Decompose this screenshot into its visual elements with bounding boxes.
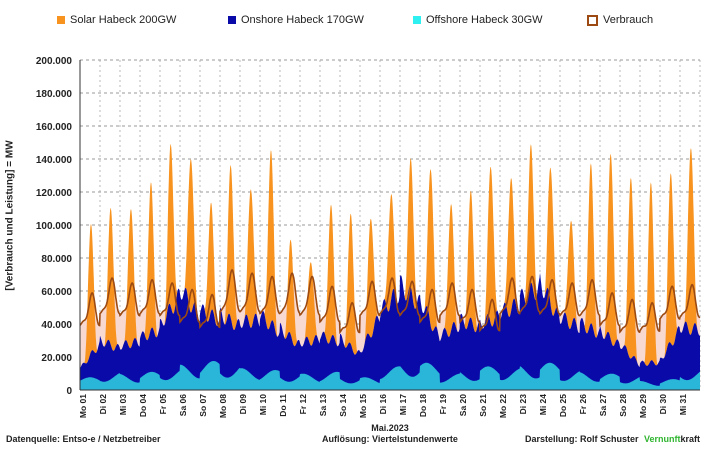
legend-item-onshore: Onshore Habeck 170GW	[228, 14, 364, 26]
series-offshore-area	[80, 361, 700, 390]
y-tick-label: 200.000	[36, 56, 73, 67]
x-tick-label: Do 25	[558, 394, 568, 417]
x-tick-label: Fr 26	[578, 394, 588, 415]
y-tick-label: 20.000	[41, 353, 72, 364]
x-axis-label: Mai.2023	[371, 423, 409, 433]
series-onshore-area	[80, 272, 700, 390]
legend-swatch-verbrauch	[587, 14, 598, 26]
legend-label-solar: Solar Habeck 200GW	[70, 14, 177, 26]
x-tick-label: So 28	[618, 394, 628, 417]
x-tick-label: Mi 17	[398, 394, 408, 416]
footer-source: Datenquelle: Entso-e / Netzbetreiber	[6, 434, 161, 444]
x-tick-label: Di 09	[238, 394, 248, 415]
y-tick-label: 80.000	[41, 254, 72, 265]
x-tick-label: Mo 08	[218, 394, 228, 418]
legend-label-offshore: Offshore Habeck 30GW	[426, 14, 543, 26]
series-verbrauch-line	[79, 268, 701, 335]
x-tick-label: Mo 22	[498, 394, 508, 418]
x-tick-label: So 07	[198, 394, 208, 417]
x-tick-label: Di 16	[378, 394, 388, 415]
y-tick-label: 120.000	[36, 188, 73, 199]
x-tick-label: Mo 01	[78, 394, 88, 418]
legend-item-solar: Solar Habeck 200GW	[57, 14, 176, 26]
y-tick-label: 60.000	[41, 287, 72, 298]
legend-swatch-solar	[57, 16, 65, 24]
footer-resolution: Auflösung: Viertelstundenwerte	[322, 434, 458, 444]
x-tick-label: Di 30	[658, 394, 668, 415]
x-tick-label: Di 02	[98, 394, 108, 415]
x-tick-label: Mi 10	[258, 394, 268, 416]
legend-label-verbrauch: Verbrauch	[603, 14, 654, 26]
x-tick-label: Mi 31	[678, 394, 688, 416]
x-tick-label: Sa 20	[458, 394, 468, 416]
x-tick-label: Mi 24	[538, 394, 548, 416]
footer-brand-rest: kraft	[680, 434, 701, 444]
x-tick-label: Fr 19	[438, 394, 448, 415]
x-tick-label: Do 11	[278, 394, 288, 417]
x-tick-label: Fr 05	[158, 394, 168, 415]
x-tick-label: Mo 15	[358, 394, 368, 418]
series-solar-area	[80, 144, 700, 370]
x-tick-label: So 14	[338, 394, 348, 417]
y-tick-label: 160.000	[36, 122, 73, 133]
y-tick-label: 100.000	[36, 221, 73, 232]
footer-author: Darstellung: Rolf Schuster	[525, 434, 639, 444]
x-tick-label: Fr 12	[298, 394, 308, 415]
y-tick-label: 140.000	[36, 155, 73, 166]
x-tick-label: So 21	[478, 394, 488, 417]
legend-label-onshore: Onshore Habeck 170GW	[241, 14, 364, 26]
legend-item-offshore: Offshore Habeck 30GW	[413, 14, 543, 26]
x-tick-label: Sa 27	[598, 394, 608, 416]
x-tick-label: Sa 06	[178, 394, 188, 416]
x-tick-label: Mi 03	[118, 394, 128, 416]
x-tick-label: Do 04	[138, 394, 148, 417]
x-tick-label: Mo 29	[638, 394, 648, 418]
y-tick-label: 40.000	[41, 320, 72, 331]
x-tick-label: Do 18	[418, 394, 428, 417]
legend-swatch-offshore	[413, 16, 421, 24]
legend-swatch-onshore	[228, 16, 236, 24]
footer-brand: Vernunftkraft	[644, 434, 700, 444]
legend-item-verbrauch: Verbrauch	[587, 14, 653, 26]
y-tick-label: 180.000	[36, 89, 73, 100]
footer-brand-green: Vernunft	[644, 434, 681, 444]
x-tick-label: Sa 13	[318, 394, 328, 416]
legend: Solar Habeck 200GW Onshore Habeck 170GW …	[0, 14, 706, 34]
x-tick-label: Di 23	[518, 394, 528, 415]
y-tick-label: 0	[66, 386, 72, 397]
